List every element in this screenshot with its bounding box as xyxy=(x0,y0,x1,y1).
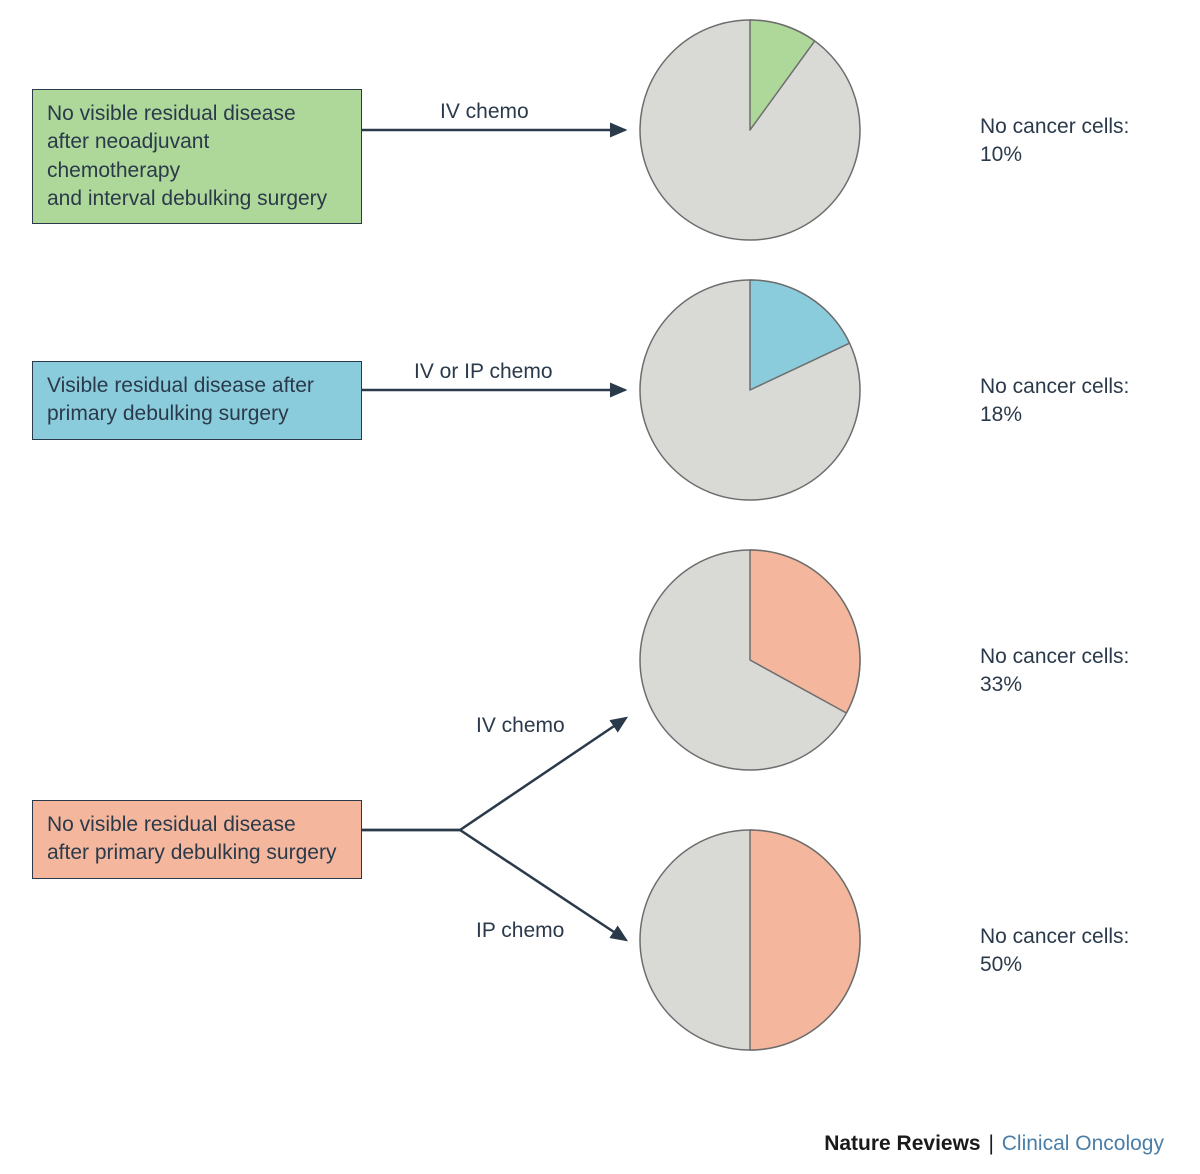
result-label-2: No cancer cells: 18% xyxy=(980,373,1129,430)
scenario-box-blue: Visible residual disease after primary de… xyxy=(32,361,362,440)
footer-separator: | xyxy=(986,1132,995,1155)
arrow-label-2: IV or IP chemo xyxy=(414,360,553,384)
box-line: No visible residual disease xyxy=(47,102,296,125)
box-line: after neoadjuvant chemotherapy xyxy=(47,130,209,181)
scenario-box-green: No visible residual disease after neoadju… xyxy=(32,89,362,224)
arrow-label-1: IV chemo xyxy=(440,100,529,124)
box-line: primary debulking surgery xyxy=(47,402,289,425)
result-label-1: No cancer cells: 10% xyxy=(980,113,1129,170)
result-text: No cancer cells: xyxy=(980,925,1129,948)
pie-chart-1 xyxy=(638,18,862,242)
result-text: No cancer cells: xyxy=(980,645,1129,668)
footer-brand: Nature Reviews xyxy=(824,1132,980,1155)
result-label-4: No cancer cells: 50% xyxy=(980,923,1129,980)
pie-chart-4 xyxy=(638,828,862,1052)
pie-chart-3 xyxy=(638,548,862,772)
arrow-label-3b: IP chemo xyxy=(476,919,564,943)
box-line: after primary debulking surgery xyxy=(47,841,336,864)
box-line: No visible residual disease xyxy=(47,813,296,836)
pie-chart-2 xyxy=(638,278,862,502)
result-value: 50% xyxy=(980,953,1022,976)
result-text: No cancer cells: xyxy=(980,375,1129,398)
box-line: and interval debulking surgery xyxy=(47,187,327,210)
result-text: No cancer cells: xyxy=(980,115,1129,138)
diagram-canvas: No visible residual disease after neoadju… xyxy=(0,0,1200,1174)
scenario-box-orange: No visible residual disease after primary… xyxy=(32,800,362,879)
result-label-3: No cancer cells: 33% xyxy=(980,643,1129,700)
arrow-label-3a: IV chemo xyxy=(476,714,565,738)
figure-credit: Nature Reviews | Clinical Oncology xyxy=(824,1132,1164,1156)
result-value: 10% xyxy=(980,143,1022,166)
footer-subject: Clinical Oncology xyxy=(1002,1132,1164,1155)
box-line: Visible residual disease after xyxy=(47,374,314,397)
result-value: 18% xyxy=(980,403,1022,426)
result-value: 33% xyxy=(980,673,1022,696)
